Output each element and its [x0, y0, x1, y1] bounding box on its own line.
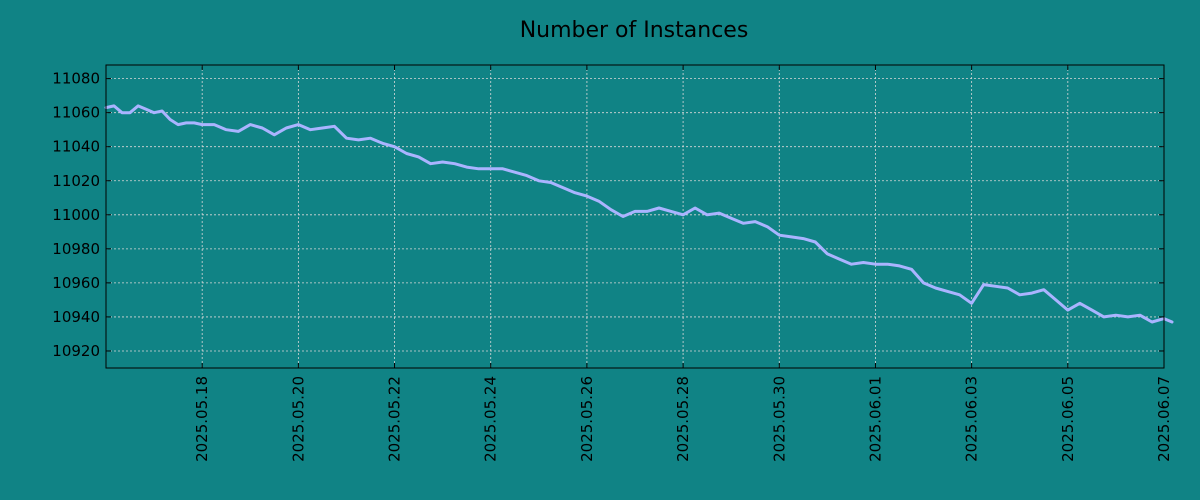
y-tick-label: 10920 — [52, 342, 100, 360]
axes: 10920 10940 10960 10980 11000 11020 11040 11060… — [52, 65, 1173, 462]
y-tick-label: 10980 — [52, 240, 100, 258]
x-tick-label: 2025.06.07 — [1155, 376, 1173, 462]
x-tick-label: 2025.05.26 — [578, 376, 596, 462]
chart-title: Number of Instances — [520, 18, 749, 43]
series-line — [104, 104, 1174, 324]
plot-frame — [105, 64, 1165, 369]
x-tick-label: 2025.05.20 — [289, 376, 307, 462]
y-tick-label: 11040 — [52, 138, 100, 156]
y-tick-label: 10940 — [52, 308, 100, 326]
x-tick-label: 2025.06.03 — [963, 376, 981, 462]
x-tick-label: 2025.05.28 — [674, 376, 692, 462]
x-tick-label: 2025.05.30 — [770, 376, 788, 462]
y-tick-label: 10960 — [52, 274, 100, 292]
x-tick-label: 2025.06.05 — [1059, 376, 1077, 462]
series-layer — [104, 104, 1174, 324]
grid — [106, 65, 1165, 368]
x-tick-label: 2025.06.01 — [866, 376, 884, 462]
y-tick-label: 11020 — [52, 172, 100, 190]
y-tick-label: 11000 — [52, 206, 100, 224]
x-tick-label: 2025.05.22 — [386, 376, 404, 462]
x-tick-label: 2025.05.18 — [193, 376, 211, 462]
y-tick-label: 11080 — [52, 70, 100, 88]
y-tick-label: 11060 — [52, 104, 100, 122]
x-tick-label: 2025.05.24 — [482, 376, 500, 462]
